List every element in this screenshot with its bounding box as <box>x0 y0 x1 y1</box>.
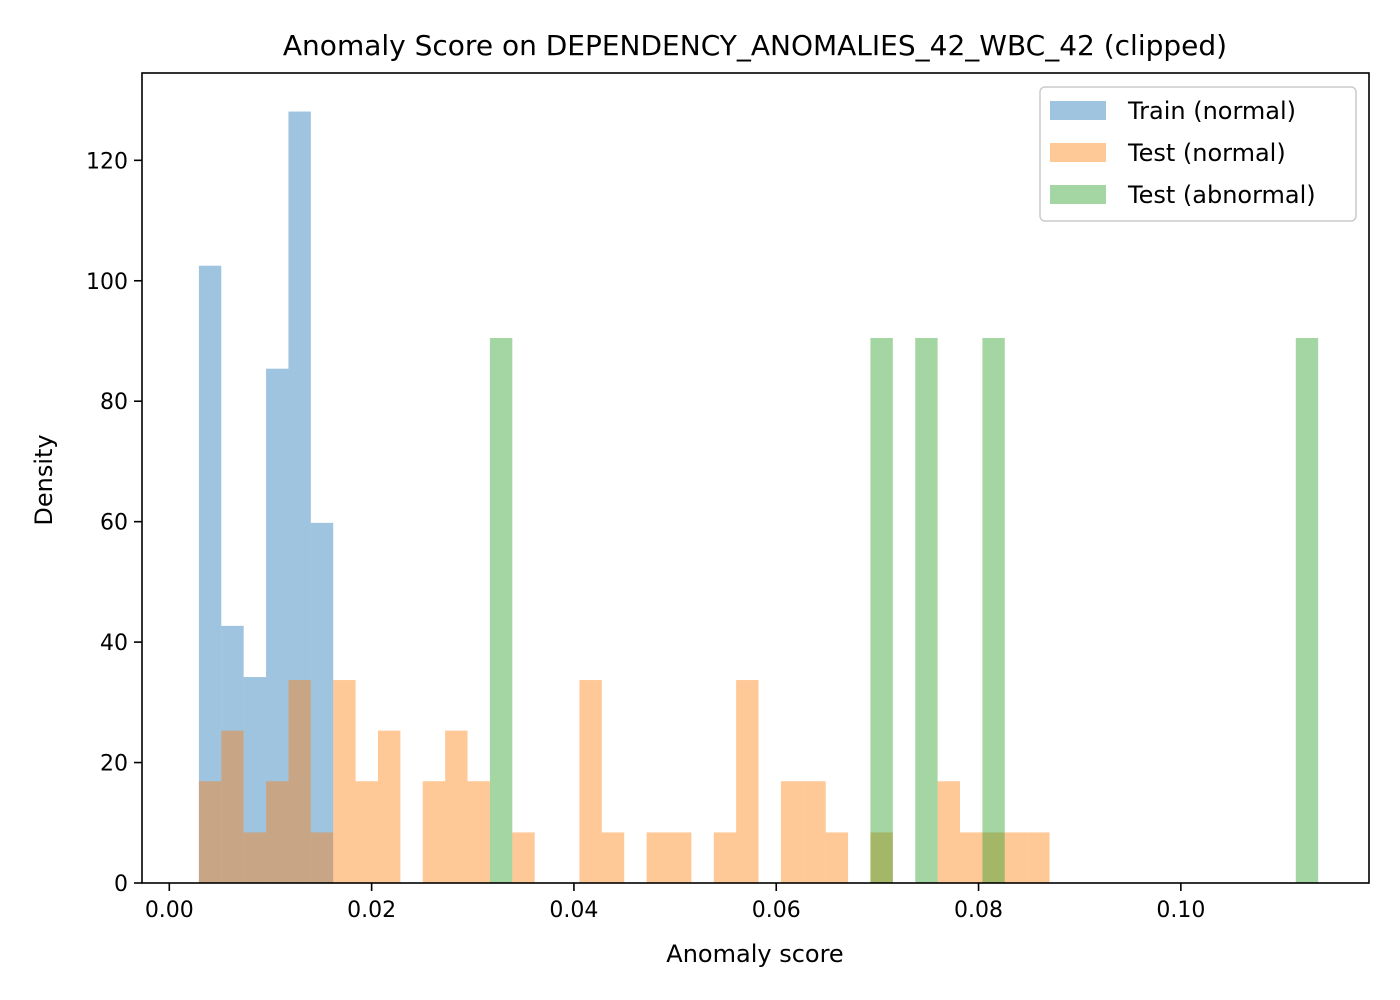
bar-series-2-2 <box>915 337 938 883</box>
x-axis: 0.00 0.02 0.04 0.06 0.08 0.10 <box>145 883 1205 923</box>
legend-swatch-0 <box>1050 101 1106 120</box>
bar-series-1-25 <box>982 832 1005 883</box>
legend-label-1: Test (normal) <box>1127 139 1286 167</box>
bar-series-1-14 <box>601 832 625 883</box>
bar-series-0-3 <box>266 368 289 883</box>
bar-series-1-11 <box>467 781 490 883</box>
x-axis-label: Anomaly score <box>666 940 843 968</box>
bar-series-1-17 <box>713 832 737 883</box>
bar-series-1-23 <box>937 781 961 883</box>
bar-series-1-5 <box>310 832 334 883</box>
bar-series-1-1 <box>221 730 244 883</box>
bar-series-0-5 <box>310 522 334 883</box>
bar-series-1-18 <box>736 680 759 883</box>
bar-series-1-10 <box>445 730 468 883</box>
bar-series-1-27 <box>1027 832 1050 883</box>
x-tick-label: 0.02 <box>347 898 396 923</box>
y-tick-label: 100 <box>86 270 128 295</box>
bar-series-1-13 <box>579 680 602 883</box>
bar-series-0-1 <box>221 625 244 883</box>
chart-title: Anomaly Score on DEPENDENCY_ANOMALIES_42… <box>283 29 1227 62</box>
series-2 <box>489 337 1319 883</box>
bar-series-0-4 <box>288 111 311 884</box>
y-axis: 0 20 40 60 80 100 120 <box>86 149 142 897</box>
bar-series-1-7 <box>355 781 378 883</box>
bar-series-1-16 <box>668 832 692 883</box>
bar-series-0-2 <box>243 677 267 883</box>
legend: Train (normal) Test (normal) Test (abnorma… <box>1039 86 1357 222</box>
bar-series-1-22 <box>870 832 893 883</box>
bar-series-1-6 <box>333 680 356 883</box>
legend-label-2: Test (abnormal) <box>1127 181 1316 209</box>
x-tick-label: 0.04 <box>549 898 598 923</box>
legend-box <box>1039 86 1357 222</box>
bars-layer <box>198 111 1319 884</box>
series-0 <box>198 111 334 884</box>
x-tick-label: 0.00 <box>145 898 194 923</box>
bar-series-1-4 <box>288 680 311 883</box>
bar-series-2-3 <box>982 337 1005 883</box>
bar-series-2-4 <box>1295 337 1319 883</box>
series-1 <box>198 680 1050 883</box>
x-tick-label: 0.10 <box>1156 898 1205 923</box>
bar-series-2-1 <box>870 337 893 883</box>
x-tick-label: 0.08 <box>954 898 1003 923</box>
y-tick-label: 80 <box>100 390 128 415</box>
y-tick-label: 20 <box>100 752 128 777</box>
y-axis-label: Density <box>30 434 58 525</box>
plot-frame <box>141 72 1370 884</box>
legend-label-0: Train (normal) <box>1127 97 1296 125</box>
bar-series-1-26 <box>1004 832 1028 883</box>
bar-series-1-24 <box>960 832 983 883</box>
bar-series-1-9 <box>422 781 446 883</box>
bar-series-1-15 <box>646 832 669 883</box>
bar-series-1-19 <box>780 781 804 883</box>
x-tick-label: 0.06 <box>752 898 801 923</box>
legend-swatch-1 <box>1050 143 1106 162</box>
y-tick-label: 0 <box>114 872 128 897</box>
bar-series-1-8 <box>377 730 401 883</box>
y-tick-label: 40 <box>100 631 128 656</box>
bar-series-1-3 <box>266 781 289 883</box>
plot-area: 0.00 0.02 0.04 0.06 0.08 0.10 0 20 40 60 80 100 120 <box>86 72 1370 923</box>
y-tick-label: 60 <box>100 511 128 536</box>
bar-series-1-21 <box>825 832 849 883</box>
bar-series-1-12 <box>512 832 535 883</box>
bar-series-0-0 <box>198 265 222 883</box>
y-tick-label: 120 <box>86 149 128 174</box>
bar-series-1-0 <box>198 781 222 883</box>
legend-swatch-2 <box>1050 185 1106 204</box>
bar-series-2-0 <box>489 337 513 883</box>
bar-series-1-2 <box>243 832 267 883</box>
bar-series-1-20 <box>803 781 826 883</box>
